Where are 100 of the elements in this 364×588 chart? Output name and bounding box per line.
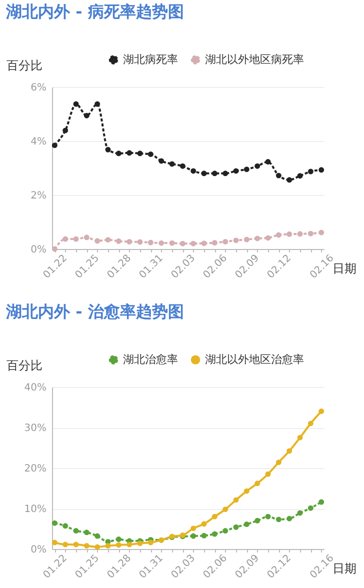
point [62, 128, 68, 134]
point [180, 240, 186, 246]
point [276, 172, 282, 178]
point [265, 159, 271, 165]
point [212, 531, 218, 537]
point [52, 540, 58, 546]
point [222, 238, 228, 244]
point [265, 471, 271, 477]
point [276, 460, 282, 466]
point [169, 240, 175, 246]
legend-label: 湖北以外地区病死率 [205, 52, 304, 66]
point [126, 542, 132, 548]
point [201, 240, 207, 246]
point [148, 540, 154, 546]
x-axis-title: 日期 [332, 262, 356, 276]
point [190, 533, 196, 539]
point [308, 505, 314, 511]
y-tick-label: 10% [24, 504, 46, 515]
chart-title: 湖北内外 - 病死率趋势图 [5, 2, 184, 21]
point [318, 167, 324, 173]
point [244, 522, 250, 528]
point [62, 523, 68, 529]
point [73, 528, 79, 534]
point [158, 240, 164, 246]
y-tick-label: 40% [24, 382, 46, 394]
point [137, 239, 143, 245]
point [233, 524, 239, 530]
point [84, 543, 90, 548]
point [116, 238, 122, 244]
point [286, 177, 292, 183]
point [52, 142, 58, 148]
point [318, 499, 324, 505]
point [201, 532, 207, 538]
y-tick-label: 0% [30, 544, 46, 556]
point [276, 232, 282, 238]
point [233, 497, 239, 503]
point [190, 526, 196, 532]
y-tick-label: 4% [30, 136, 46, 148]
point [94, 238, 100, 244]
point [222, 170, 228, 176]
legend-label: 湖北治愈率 [123, 352, 178, 366]
point [137, 540, 143, 546]
point [265, 235, 271, 241]
point [148, 151, 154, 157]
point [190, 240, 196, 246]
point [94, 533, 100, 539]
point [137, 150, 143, 156]
point [297, 231, 303, 237]
y-tick-label: 20% [24, 464, 46, 474]
point [126, 150, 132, 156]
point [318, 230, 324, 236]
point [276, 516, 282, 522]
point [105, 146, 111, 152]
point [244, 166, 250, 172]
point [244, 236, 250, 242]
y-tick-label: 2% [30, 190, 46, 202]
point [286, 516, 292, 522]
point [244, 488, 250, 494]
y-axis-title: 百分比 [6, 58, 42, 72]
point [116, 150, 122, 156]
y-axis-title: 百分比 [6, 358, 42, 372]
point [169, 161, 175, 167]
point [233, 238, 239, 244]
point [116, 542, 122, 548]
point [254, 163, 260, 169]
point [286, 448, 292, 454]
point [212, 240, 218, 246]
point [297, 173, 303, 179]
point [52, 520, 58, 526]
point [105, 543, 111, 548]
point [254, 518, 260, 524]
point [254, 236, 260, 242]
point [265, 514, 271, 520]
point [84, 112, 90, 118]
legend-label: 湖北病死率 [123, 52, 178, 66]
point [73, 101, 79, 107]
point [73, 236, 79, 242]
y-tick-label: 6% [30, 82, 46, 94]
point [190, 168, 196, 174]
point [73, 542, 79, 548]
point [308, 230, 314, 236]
point [318, 408, 324, 414]
y-tick-label: 30% [24, 423, 46, 434]
point [180, 163, 186, 169]
point [222, 506, 228, 512]
point [308, 168, 314, 174]
point [222, 528, 228, 534]
point [158, 158, 164, 164]
point [286, 231, 292, 237]
point [126, 238, 132, 244]
point [84, 234, 90, 240]
point [233, 168, 239, 174]
chart-title: 湖北内外 - 治愈率趋势图 [5, 302, 184, 321]
point [62, 236, 68, 242]
point [297, 510, 303, 516]
point [201, 170, 207, 176]
point [297, 434, 303, 440]
point [84, 530, 90, 536]
point [94, 544, 100, 550]
point [105, 237, 111, 243]
